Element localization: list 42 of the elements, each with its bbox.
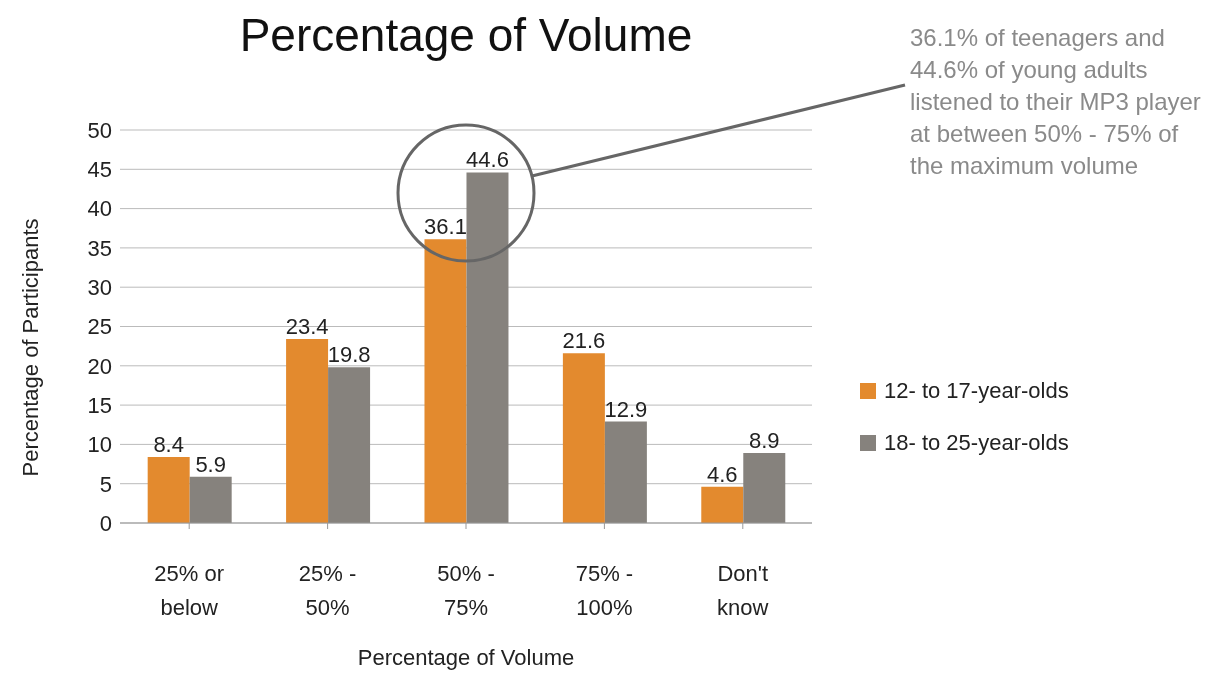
- y-tick-label: 40: [87, 196, 112, 222]
- x-tick-label: Don't know: [717, 561, 769, 620]
- y-tick-label: 10: [87, 432, 112, 458]
- data-label: 21.6: [562, 328, 606, 354]
- x-axis-title: Percentage of Volume: [357, 645, 575, 670]
- legend-label: 12- to 17-year-olds: [884, 377, 1069, 405]
- data-label: 4.6: [706, 461, 738, 487]
- x-tick-label: 25% or below: [154, 561, 225, 620]
- y-tick-label: 5: [99, 471, 112, 497]
- y-tick-label: 15: [87, 392, 112, 418]
- data-label: 8.4: [153, 431, 184, 457]
- data-label: 5.9: [195, 451, 226, 477]
- bar: [466, 172, 509, 523]
- chart-title: Percentage of Volume: [238, 8, 694, 62]
- data-label: 12.9: [604, 396, 648, 422]
- y-tick-label: 50: [87, 117, 112, 143]
- bar: [286, 339, 329, 523]
- bar: [189, 476, 232, 523]
- bar: [743, 453, 786, 523]
- y-tick-label: 25: [87, 314, 112, 340]
- data-label: 19.8: [327, 342, 371, 368]
- legend-label: 18- to 25-year-olds: [884, 429, 1069, 457]
- y-tick-label: 0: [99, 510, 112, 536]
- bar: [701, 486, 744, 523]
- y-tick-label: 45: [87, 157, 112, 183]
- bar: [424, 239, 467, 523]
- y-tick-label: 30: [87, 275, 112, 301]
- bar: [604, 421, 647, 523]
- y-tick-label: 20: [87, 353, 112, 379]
- data-label: 44.6: [466, 147, 509, 173]
- data-label: 36.1: [424, 214, 467, 240]
- text: 36.1% of teenagers and 44.6% of young adults listened to their MP3 player at between 50% - 75% of the maximum volume: [910, 23, 1202, 181]
- bar: [147, 456, 190, 523]
- y-tick-label: 35: [87, 235, 112, 261]
- bar: [562, 353, 605, 523]
- data-label: 23.4: [285, 314, 329, 340]
- x-tick-label: 75% - 100%: [575, 561, 634, 620]
- bar: [328, 367, 371, 523]
- x-tick-label: 50% - 75%: [437, 561, 495, 620]
- y-axis-title: Percentage of Participants: [17, 218, 43, 477]
- data-label: 8.9: [748, 428, 780, 454]
- x-tick-label: 25% - 50%: [298, 561, 357, 620]
